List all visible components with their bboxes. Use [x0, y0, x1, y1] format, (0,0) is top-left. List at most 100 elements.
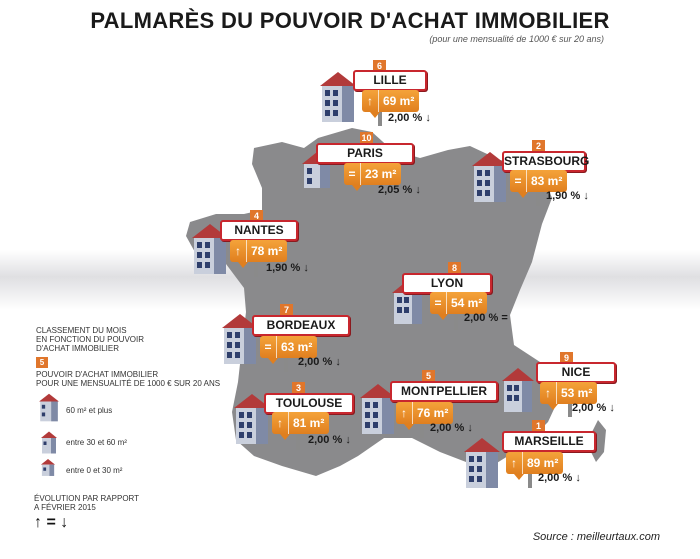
rank-badge: 10	[360, 132, 373, 144]
arrow-down-icon: ↓	[303, 262, 309, 274]
trend-equal-icon: =	[348, 167, 356, 181]
legend-size-medium: entre 30 et 60 m²	[66, 438, 127, 447]
legend-line: POUVOIR D'ACHAT IMMOBILIER	[36, 370, 159, 379]
trend-up-icon: ↑	[277, 416, 283, 430]
rank-badge: 2	[532, 140, 545, 152]
evolution-value: 1,90 %	[266, 262, 301, 274]
legend-classement: CLASSEMENT DU MOIS EN FONCTION DU POUVOI…	[36, 326, 144, 353]
evolution-text: 2,00 % ↓	[572, 402, 615, 414]
evolution-value: 2,00 %	[388, 112, 423, 124]
arrow-down-icon: ↓	[575, 472, 581, 484]
rank-badge: 8	[448, 262, 461, 274]
legend-rank-badge: 5	[36, 357, 48, 368]
city-lyon: 8 LYON = 54 m² 2,00 % =	[390, 262, 530, 334]
rank-badge: 1	[532, 420, 545, 432]
large-house-icon	[358, 382, 398, 439]
rank-badge: 3	[292, 382, 305, 394]
rank-badge: 9	[560, 352, 573, 364]
large-house-icon	[318, 70, 358, 127]
legend-evolution-symbols: ↑ = ↓	[34, 514, 69, 531]
city-sign: LYON	[402, 273, 492, 294]
medium-house-icon	[500, 366, 536, 417]
surface-badge: ↑ 78 m²	[230, 240, 288, 268]
rank-badge: 4	[250, 210, 263, 222]
evolution-value: 2,00 %	[538, 472, 573, 484]
trend-equal-icon: =	[264, 340, 272, 354]
large-house-icon	[232, 392, 272, 449]
legend-line: D'ACHAT IMMOBILIER	[36, 344, 120, 353]
city-toulouse: 3 TOULOUSE ↑ 81 m² 2,00 % ↓	[232, 382, 372, 454]
trend-equal-icon: =	[514, 174, 522, 188]
city-marseille: 1 MARSEILLE ↑ 89 m² 2,00 % ↓	[462, 420, 612, 492]
surface-badge: = 54 m²	[430, 292, 488, 320]
surface-value: 54 m²	[446, 292, 487, 314]
trend-up-icon: ↑	[235, 244, 241, 258]
city-sign: TOULOUSE	[264, 393, 354, 414]
surface-value: 63 m²	[276, 336, 317, 358]
surface-badge: ↑ 76 m²	[396, 402, 454, 430]
small-house-icon	[40, 458, 56, 481]
city-lille: 6 LILLE ↑ 69 m² 2,00 % ↓	[318, 60, 468, 130]
evolution-value: 2,00 %	[430, 422, 465, 434]
city-montpellier: 5 MONTPELLIER ↑ 76 m² 2,00 % ↓	[358, 370, 498, 442]
evolution-text: 1,90 % ↓	[546, 190, 589, 202]
evolution-text: 2,05 % ↓	[378, 184, 421, 196]
evolution-value: 2,00 %	[298, 356, 333, 368]
rank-badge: 5	[422, 370, 435, 382]
medium-house-icon	[40, 430, 58, 459]
page-subtitle: (pour une mensualité de 1000 € sur 20 an…	[429, 34, 604, 44]
city-sign: NANTES	[220, 220, 298, 241]
city-sign: NICE	[536, 362, 616, 383]
arrow-down-icon: ↓	[415, 184, 421, 196]
arrow-down-icon: ↓	[583, 190, 589, 202]
surface-value: 76 m²	[412, 402, 453, 424]
legend-pouvoir: POUVOIR D'ACHAT IMMOBILIER POUR UNE MENS…	[36, 370, 220, 388]
legend-line: POUR UNE MENSUALITÉ DE 1000 € SUR 20 ANS	[36, 379, 221, 388]
surface-badge: ↑ 69 m²	[362, 90, 420, 118]
arrow-down-icon: ↓	[467, 422, 473, 434]
city-sign: BORDEAUX	[252, 315, 350, 336]
surface-badge: ↑ 81 m²	[272, 412, 330, 440]
page-title: PALMARÈS DU POUVOIR D'ACHAT IMMOBILIER	[90, 8, 610, 33]
evolution-text: 2,00 % ↓	[388, 112, 431, 124]
trend-up-icon: ↑	[401, 406, 407, 420]
surface-value: 78 m²	[246, 240, 287, 262]
arrow-down-icon: ↓	[345, 434, 351, 446]
trend-up-icon: ↑	[511, 456, 517, 470]
arrow-down-icon: ↓	[609, 402, 615, 414]
surface-badge: = 63 m²	[260, 336, 318, 364]
arrow-down-icon: ↓	[335, 356, 341, 368]
evolution-text: 2,00 % =	[464, 312, 508, 324]
surface-badge: ↑ 53 m²	[540, 382, 598, 410]
legend-size-large: 60 m² et plus	[66, 406, 113, 415]
evolution-text: 2,00 % ↓	[430, 422, 473, 434]
city-sign: STRASBOURG	[502, 151, 589, 172]
legend-line: CLASSEMENT DU MOIS	[36, 326, 127, 335]
equal-icon: =	[501, 312, 508, 324]
trend-equal-icon: =	[434, 296, 442, 310]
legend-line: A FÉVRIER 2015	[34, 503, 96, 512]
city-sign: LILLE	[353, 70, 427, 91]
surface-value: 69 m²	[378, 90, 419, 112]
large-house-icon	[38, 392, 60, 427]
surface-badge: = 23 m²	[344, 163, 402, 191]
legend-size-small: entre 0 et 30 m²	[66, 466, 123, 475]
evolution-text: 1,90 % ↓	[266, 262, 309, 274]
city-strasbourg: 2 STRASBOURG = 83 m² 1,90 % ↓	[470, 140, 620, 210]
large-house-icon	[462, 436, 502, 493]
legend-line: EN FONCTION DU POUVOIR	[36, 335, 145, 344]
city-bordeaux: 7 BORDEAUX = 63 m² 2,00 % ↓	[220, 304, 360, 376]
legend-evolution: ÉVOLUTION PAR RAPPORT A FÉVRIER 2015	[34, 494, 139, 512]
evolution-value: 1,90 %	[546, 190, 581, 202]
city-paris: 10 PARIS = 23 m² 2,05 % ↓	[300, 130, 430, 200]
evolution-text: 2,00 % ↓	[308, 434, 351, 446]
arrow-down-icon: ↓	[425, 112, 431, 124]
surface-value: 83 m²	[526, 170, 567, 192]
evolution-text: 2,00 % ↓	[538, 472, 581, 484]
trend-up-icon: ↑	[367, 94, 373, 108]
source-credit: Source : meilleurtaux.com	[532, 531, 660, 543]
surface-badge: ↑ 89 m²	[506, 452, 564, 480]
surface-value: 23 m²	[360, 163, 401, 185]
surface-value: 53 m²	[556, 382, 597, 404]
